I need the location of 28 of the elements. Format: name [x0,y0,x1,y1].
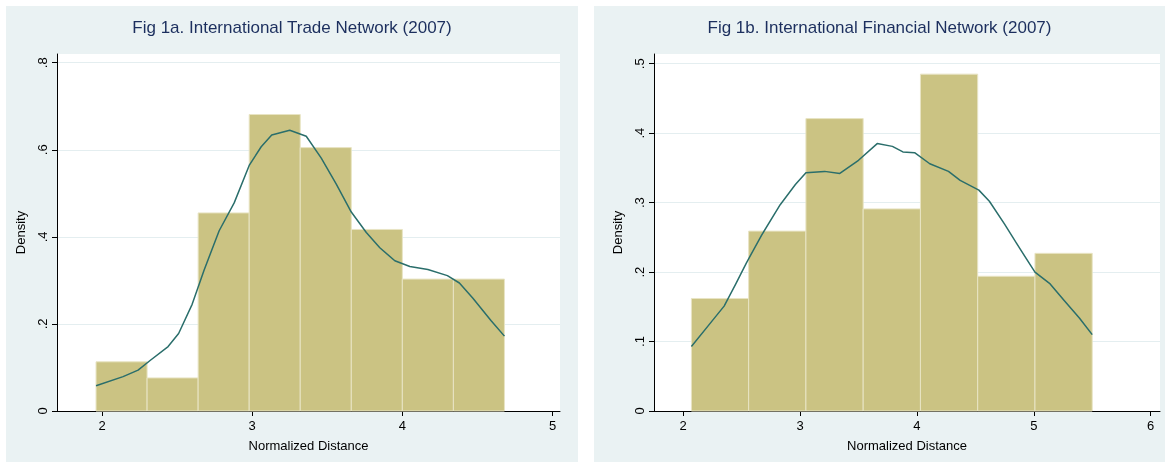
line-series [95,129,506,387]
chart-title: Fig 1b. International Financial Network (2007) [707,18,1052,37]
y-tick-label: .2 [35,318,50,330]
x-tick-label: 4 [398,418,406,433]
x-tick-label: 5 [1030,418,1038,433]
chart-title: Fig 1a. International Trade Network (2007) [132,18,452,37]
x-tick-label: 4 [913,418,921,433]
line-series [690,142,1093,348]
x-tick-label: 5 [548,418,557,433]
y-tick-label: .8 [35,57,50,69]
x-tick-label: 3 [796,418,804,433]
x-tick-label: 3 [248,418,256,433]
y-tick-label: .5 [632,58,647,70]
y-tick-label: .6 [35,144,50,156]
y-tick-label: 0 [35,407,50,415]
y-tick-label: .2 [632,266,647,278]
x-tick-label: 2 [98,418,106,433]
x-tick-label: 2 [679,418,687,433]
x-axis-title: Normalized Distance [847,438,967,453]
y-tick-label: .1 [632,336,647,347]
y-tick-label: 0 [632,407,647,415]
y-tick-label: .4 [632,127,647,139]
x-axis-title: Normalized Distance [248,438,369,453]
y-tick-label: .3 [632,197,647,209]
y-axis-title: Density [13,210,28,255]
x-tick-label: 6 [1147,418,1155,433]
y-tick-label: .4 [35,231,50,243]
y-axis-title: Density [610,210,625,255]
